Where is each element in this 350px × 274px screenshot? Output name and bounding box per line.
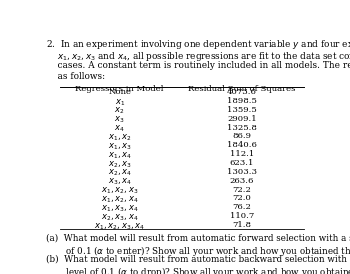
Text: of 0.1 ($\alpha$ to enter)? Show all your work and how you obtained this model.: of 0.1 ($\alpha$ to enter)? Show all you… (47, 244, 350, 258)
Text: None: None (108, 88, 131, 96)
Text: $x_1$: $x_1$ (114, 97, 125, 107)
Text: cases. A constant term is routinely included in all models. The results are summ: cases. A constant term is routinely incl… (47, 61, 350, 70)
Text: $x_1, x_3, x_4$: $x_1, x_3, x_4$ (101, 203, 139, 214)
Text: $x_2, x_4$: $x_2, x_4$ (108, 168, 132, 178)
Text: $x_3$: $x_3$ (114, 115, 125, 125)
Text: 1898.5: 1898.5 (227, 97, 257, 105)
Text: $x_2$: $x_2$ (114, 106, 125, 116)
Text: 76.2: 76.2 (232, 203, 251, 211)
Text: 1303.3: 1303.3 (227, 168, 257, 176)
Text: 2909.1: 2909.1 (227, 115, 257, 123)
Text: $x_1, x_3$: $x_1, x_3$ (108, 141, 132, 152)
Text: $x_1, x_2, x_3$: $x_1, x_2, x_3$ (101, 185, 138, 196)
Text: 263.6: 263.6 (230, 177, 254, 185)
Text: 72.2: 72.2 (232, 185, 251, 194)
Text: $x_1, x_2$: $x_1, x_2$ (108, 132, 132, 143)
Text: 72.0: 72.0 (232, 195, 251, 202)
Text: $x_1, x_4$: $x_1, x_4$ (108, 150, 132, 161)
Text: 86.9: 86.9 (232, 132, 251, 141)
Text: 4073.6: 4073.6 (227, 88, 257, 96)
Text: (b)  What model will result from automatic backward selection with a significanc: (b) What model will result from automati… (47, 255, 350, 264)
Text: 112.1: 112.1 (230, 150, 254, 158)
Text: 623.1: 623.1 (230, 159, 254, 167)
Text: $x_3, x_4$: $x_3, x_4$ (108, 177, 132, 187)
Text: 110.7: 110.7 (230, 212, 254, 220)
Text: $x_2, x_3, x_4$: $x_2, x_3, x_4$ (101, 212, 139, 223)
Text: 71.8: 71.8 (232, 221, 251, 229)
Text: 1359.5: 1359.5 (227, 106, 257, 114)
Text: 1325.8: 1325.8 (227, 124, 257, 132)
Text: level of 0.1 ($\alpha$ to drop)? Show all your work and how you obtained this mo: level of 0.1 ($\alpha$ to drop)? Show al… (47, 265, 350, 274)
Text: 2.  In an experiment involving one dependent variable $y$ and four explanatory v: 2. In an experiment involving one depend… (47, 38, 350, 51)
Text: $x_1, x_2, x_3, x_4$: $x_1, x_2, x_3, x_4$ (94, 221, 145, 232)
Text: as follows:: as follows: (47, 72, 106, 81)
Text: 1840.6: 1840.6 (227, 141, 257, 149)
Text: $x_4$: $x_4$ (114, 124, 125, 134)
Text: $x_1, x_2, x_4$: $x_1, x_2, x_4$ (101, 195, 139, 205)
Text: Regressors in Model: Regressors in Model (76, 85, 164, 93)
Text: $x_2, x_3$: $x_2, x_3$ (108, 159, 132, 170)
Text: (a)  What model will result from automatic forward selection with a significance: (a) What model will result from automati… (47, 234, 350, 243)
Text: $x_1, x_2, x_3$ and $x_4$, all possible regressions are fit to the data set cons: $x_1, x_2, x_3$ and $x_4$, all possible … (47, 50, 350, 62)
Text: Residual Sum of Squares: Residual Sum of Squares (188, 85, 295, 93)
